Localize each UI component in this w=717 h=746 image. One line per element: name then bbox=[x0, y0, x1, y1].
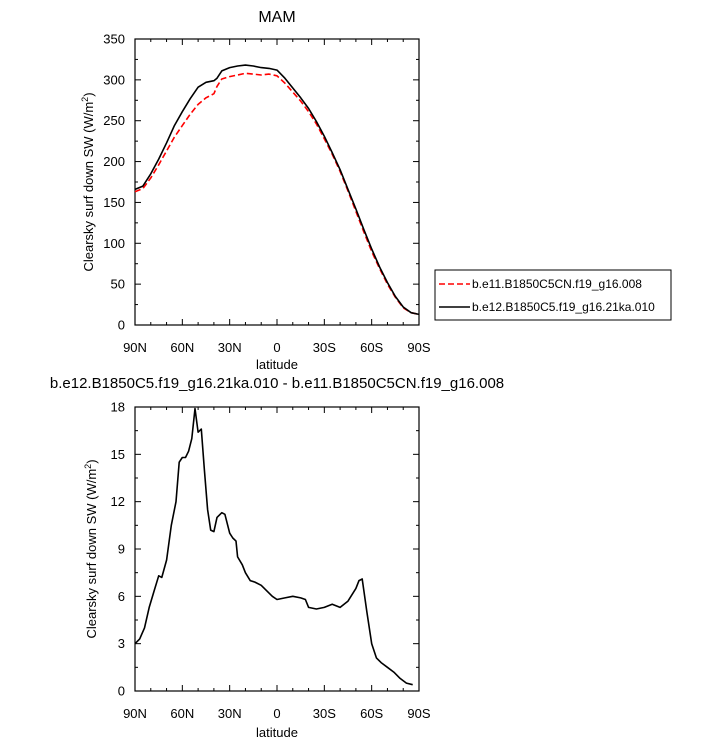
legend-label-series-2: b.e12.B1850C5.f19_g16.21ka.010 bbox=[472, 300, 655, 314]
x-tick-label: 90N bbox=[123, 340, 147, 355]
y-tick-label: 15 bbox=[111, 447, 125, 462]
y-tick-label: 100 bbox=[103, 236, 125, 251]
x-tick-label: 90N bbox=[123, 706, 147, 721]
y-tick-label: 50 bbox=[111, 277, 125, 292]
x-tick-label: 60N bbox=[170, 706, 194, 721]
legend-box bbox=[434, 269, 672, 321]
x-tick-label: 60S bbox=[360, 340, 383, 355]
x-tick-label: 30N bbox=[218, 706, 242, 721]
x-tick-label: 60S bbox=[360, 706, 383, 721]
y-tick-label: 0 bbox=[118, 318, 125, 333]
y-tick-label: 300 bbox=[103, 72, 125, 87]
y-tick-label: 350 bbox=[103, 32, 125, 47]
y-tick-label: 150 bbox=[103, 195, 125, 210]
x-tick-label: 0 bbox=[273, 706, 280, 721]
x-tick-label: 0 bbox=[273, 340, 280, 355]
y-tick-label: 9 bbox=[118, 542, 125, 557]
bottom-chart-frame bbox=[134, 406, 420, 692]
top-chart-x-label: latitude bbox=[256, 357, 298, 372]
y-tick-label: 6 bbox=[118, 589, 125, 604]
series-line-1 bbox=[134, 407, 413, 686]
bottom-chart-x-label: latitude bbox=[256, 725, 298, 740]
y-tick-label: 250 bbox=[103, 113, 125, 128]
series-line-1 bbox=[134, 72, 420, 316]
y-tick-label: 200 bbox=[103, 154, 125, 169]
bottom-chart-title: b.e12.B1850C5.f19_g16.21ka.010 - b.e11.B… bbox=[50, 375, 504, 392]
bottom-chart-y-label: Clearsky surf down SW (W/m2) bbox=[83, 459, 99, 638]
bottom-chart: b.e12.B1850C5.f19_g16.21ka.010 - b.e11.B… bbox=[50, 375, 504, 740]
top-chart-frame bbox=[134, 38, 420, 326]
y-tick-label: 0 bbox=[118, 684, 125, 699]
x-tick-label: 90S bbox=[407, 706, 430, 721]
top-chart-legend: b.e11.B1850C5CN.f19_g16.008 b.e12.B1850C… bbox=[434, 269, 672, 321]
y-tick-label: 3 bbox=[118, 636, 125, 651]
x-tick-label: 60N bbox=[170, 340, 194, 355]
y-tick-label: 18 bbox=[111, 400, 125, 415]
x-tick-label: 30S bbox=[313, 706, 336, 721]
top-chart: MAM 90N 60N 30N 0 30S 60S 90S 0 50 100 150 200 250 30… bbox=[80, 9, 672, 372]
x-tick-label: 90S bbox=[407, 340, 430, 355]
legend-label-series-1: b.e11.B1850C5CN.f19_g16.008 bbox=[472, 277, 642, 291]
y-tick-label: 12 bbox=[111, 494, 125, 509]
x-tick-label: 30N bbox=[218, 340, 242, 355]
top-chart-y-label: Clearsky surf down SW (W/m2) bbox=[80, 92, 96, 271]
top-chart-title: MAM bbox=[258, 9, 295, 26]
series-line-2 bbox=[134, 64, 420, 316]
x-tick-label: 30S bbox=[313, 340, 336, 355]
